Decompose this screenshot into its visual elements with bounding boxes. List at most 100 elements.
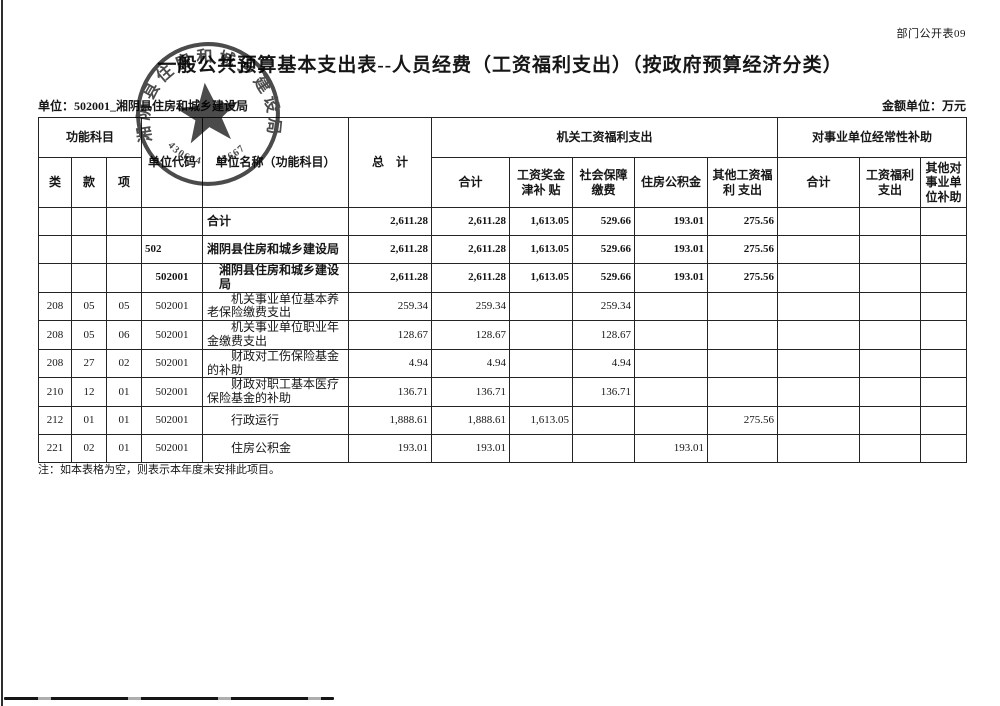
header-unit-code: 单位代码 bbox=[141, 117, 203, 208]
cell-unit-name: 财政对工伤保险基金的补助 bbox=[202, 348, 349, 379]
cell-unit-name: 行政运行 bbox=[202, 405, 349, 435]
cell-section: 12 bbox=[71, 377, 107, 407]
footnote: 注：如本表格为空，则表示本年度未安排此项目。 bbox=[38, 464, 280, 476]
cell-class bbox=[38, 263, 72, 293]
header-group-institution-subsidy: 对事业单位经常性补助 bbox=[777, 117, 967, 158]
cell-g1-0: 4.94 bbox=[431, 348, 510, 379]
cell-class: 208 bbox=[38, 348, 72, 379]
cell-g1-0: 136.71 bbox=[431, 377, 510, 407]
cell-g1-4 bbox=[707, 320, 778, 350]
cell-unit-name: 机关事业单位职业年金缴费支出 bbox=[202, 320, 349, 350]
cell-g2-1 bbox=[859, 433, 921, 463]
cell-unit-name: 合计 bbox=[202, 207, 349, 236]
header-func-group: 功能科目 bbox=[38, 117, 142, 158]
cell-g2-0 bbox=[777, 405, 860, 435]
header-g1-social-security: 社会保障缴费 bbox=[572, 157, 635, 208]
cell-g1-4: 275.56 bbox=[707, 235, 778, 264]
cell-item bbox=[106, 263, 142, 293]
cell-g1-2: 4.94 bbox=[572, 348, 635, 379]
cell-g1-1: 1,613.05 bbox=[509, 405, 573, 435]
table-row: 合计 2,611.28 2,611.28 1,613.05 529.66 193.01 27… bbox=[38, 207, 967, 236]
cell-g1-3: 193.01 bbox=[634, 263, 708, 293]
cell-g2-0 bbox=[777, 291, 860, 322]
header-g1-subtotal: 合计 bbox=[431, 157, 510, 208]
cell-grand-total: 2,611.28 bbox=[348, 207, 432, 236]
doc-sheet-label: 部门公开表09 bbox=[896, 28, 966, 40]
meta-row: 单位：502001_湘阴县住房和城乡建设局 金额单位：万元 bbox=[38, 97, 966, 114]
cell-g1-2: 128.67 bbox=[572, 320, 635, 350]
cell-class bbox=[38, 207, 72, 236]
cell-g2-0 bbox=[777, 320, 860, 350]
cell-g1-2: 529.66 bbox=[572, 235, 635, 264]
cell-section: 05 bbox=[71, 291, 107, 322]
header-g2-welfare: 工资福利支出 bbox=[859, 157, 921, 208]
cell-g1-0: 2,611.28 bbox=[431, 263, 510, 293]
cell-g2-2 bbox=[920, 291, 967, 322]
header-section: 款 bbox=[71, 157, 107, 208]
cell-g1-2: 529.66 bbox=[572, 263, 635, 293]
cell-g2-1 bbox=[859, 235, 921, 264]
cell-g1-3 bbox=[634, 320, 708, 350]
header-grand-total: 总 计 bbox=[348, 117, 432, 208]
cell-unit-code bbox=[141, 207, 203, 236]
cell-g1-0: 128.67 bbox=[431, 320, 510, 350]
cell-grand-total: 2,611.28 bbox=[348, 263, 432, 293]
cell-g2-1 bbox=[859, 377, 921, 407]
table-row: 208 27 02 502001 财政对工伤保险基金的补助 4.94 4.94 4.94 bbox=[38, 348, 967, 379]
cell-g1-4 bbox=[707, 348, 778, 379]
cell-g1-3 bbox=[634, 405, 708, 435]
cell-unit-code: 502001 bbox=[141, 405, 203, 435]
cell-g1-4 bbox=[707, 291, 778, 322]
cell-g2-2 bbox=[920, 207, 967, 236]
cell-unit-code: 502001 bbox=[141, 263, 203, 293]
cell-unit-name: 机关事业单位基本养老保险缴费支出 bbox=[202, 291, 349, 322]
cell-g1-1 bbox=[509, 320, 573, 350]
table-row: 221 02 01 502001 住房公积金 193.01 193.01 193.01 bbox=[38, 433, 967, 463]
cell-g2-0 bbox=[777, 377, 860, 407]
cell-g2-2 bbox=[920, 433, 967, 463]
cell-g2-0 bbox=[777, 207, 860, 236]
cell-g1-3 bbox=[634, 377, 708, 407]
cell-g2-1 bbox=[859, 320, 921, 350]
cell-grand-total: 1,888.61 bbox=[348, 405, 432, 435]
cell-section: 01 bbox=[71, 405, 107, 435]
cell-g1-2: 136.71 bbox=[572, 377, 635, 407]
header-g1-wage-bonus: 工资奖金津补 贴 bbox=[509, 157, 573, 208]
cell-g1-2: 529.66 bbox=[572, 207, 635, 236]
scan-bottom-artifact bbox=[4, 697, 334, 700]
cell-item: 02 bbox=[106, 348, 142, 379]
cell-item bbox=[106, 207, 142, 236]
page-title: 一般公共预算基本支出表--人员经费（工资福利支出）（按政府预算经济分类） bbox=[157, 55, 843, 76]
cell-g2-0 bbox=[777, 235, 860, 264]
cell-g1-3: 193.01 bbox=[634, 235, 708, 264]
header-g1-other-welfare: 其他工资福利 支出 bbox=[707, 157, 778, 208]
cell-g2-0 bbox=[777, 433, 860, 463]
cell-g2-1 bbox=[859, 291, 921, 322]
cell-g1-1 bbox=[509, 377, 573, 407]
cell-g1-4 bbox=[707, 433, 778, 463]
cell-grand-total: 2,611.28 bbox=[348, 235, 432, 264]
cell-class: 208 bbox=[38, 320, 72, 350]
cell-g2-1 bbox=[859, 207, 921, 236]
cell-g2-2 bbox=[920, 320, 967, 350]
cell-g2-2 bbox=[920, 405, 967, 435]
cell-g1-0: 259.34 bbox=[431, 291, 510, 322]
table-row: 502 湘阴县住房和城乡建设局 2,611.28 2,611.28 1,613.05 52… bbox=[38, 235, 967, 264]
cell-g1-0: 193.01 bbox=[431, 433, 510, 463]
table-row: 212 01 01 502001 行政运行 1,888.61 1,888.61 1,613.0… bbox=[38, 405, 967, 435]
cell-section: 02 bbox=[71, 433, 107, 463]
cell-g1-2 bbox=[572, 405, 635, 435]
cell-unit-code: 502001 bbox=[141, 433, 203, 463]
cell-g1-0: 1,888.61 bbox=[431, 405, 510, 435]
cell-class bbox=[38, 235, 72, 264]
cell-grand-total: 136.71 bbox=[348, 377, 432, 407]
cell-class: 208 bbox=[38, 291, 72, 322]
cell-unit-code: 502001 bbox=[141, 320, 203, 350]
amount-unit-label: 金额单位：万元 bbox=[881, 99, 966, 113]
cell-unit-name: 湘阴县住房和城乡建设局 bbox=[202, 235, 349, 264]
cell-g2-1 bbox=[859, 405, 921, 435]
cell-section bbox=[71, 263, 107, 293]
cell-g2-2 bbox=[920, 348, 967, 379]
cell-class: 212 bbox=[38, 405, 72, 435]
cell-g2-0 bbox=[777, 263, 860, 293]
